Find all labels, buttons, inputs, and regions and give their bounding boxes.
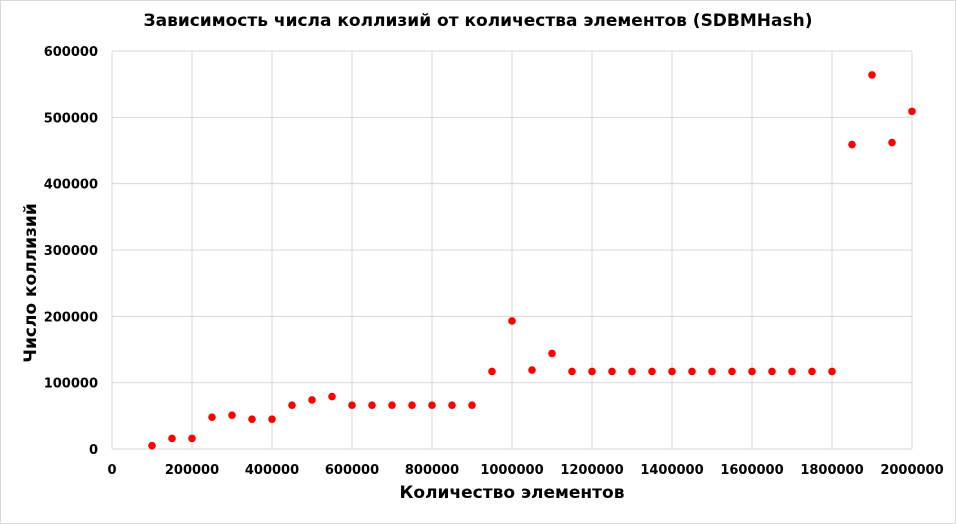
data-point: [548, 349, 556, 358]
data-point: [388, 401, 396, 410]
data-point: [688, 367, 696, 376]
y-tick-label: 600000: [44, 45, 98, 60]
data-point: [288, 401, 296, 410]
data-point: [428, 401, 436, 410]
data-point: [168, 434, 176, 443]
x-tick-label: 1800000: [800, 463, 863, 478]
y-tick-label: 500000: [44, 111, 98, 126]
y-tick-label: 0: [89, 443, 98, 458]
data-point: [228, 411, 236, 419]
x-axis-label: Количество элементов: [399, 483, 625, 503]
data-point: [608, 367, 616, 376]
x-tick-label: 2000000: [880, 463, 943, 478]
data-point: [568, 367, 576, 376]
data-point: [768, 367, 776, 376]
data-point: [868, 71, 876, 79]
data-point: [528, 366, 536, 374]
data-point: [888, 138, 896, 147]
y-tick-label: 100000: [44, 377, 98, 392]
data-point: [188, 434, 196, 443]
x-tick-label: 1600000: [720, 463, 783, 478]
data-point: [408, 401, 416, 410]
data-point: [648, 367, 656, 376]
x-tick-label: 1000000: [480, 463, 543, 478]
chart-title: Зависимость числа коллизий от количества…: [143, 11, 813, 31]
data-point: [788, 367, 796, 376]
data-point: [268, 415, 276, 423]
data-point: [828, 367, 836, 376]
x-tick-label: 800000: [405, 463, 459, 478]
data-point: [908, 107, 916, 116]
data-point: [148, 441, 156, 450]
x-tick-label: 200000: [165, 463, 219, 478]
y-tick-label: 400000: [44, 178, 98, 193]
data-point: [708, 367, 716, 376]
data-point: [348, 401, 356, 410]
data-point: [468, 401, 476, 410]
data-point: [448, 401, 456, 410]
data-point: [848, 140, 856, 149]
data-point: [248, 415, 256, 423]
data-point: [208, 413, 216, 421]
data-point: [748, 367, 756, 376]
data-point: [668, 367, 676, 376]
x-tick-label: 1200000: [560, 463, 623, 478]
data-point: [368, 401, 376, 410]
y-tick-label: 200000: [44, 310, 98, 325]
data-point: [728, 367, 736, 376]
x-tick-label: 600000: [325, 463, 379, 478]
data-point: [308, 396, 316, 404]
data-point: [808, 367, 816, 376]
x-tick-label: 400000: [245, 463, 299, 478]
y-tick-label: 300000: [44, 244, 98, 259]
x-tick-label: 1400000: [640, 463, 703, 478]
data-point: [628, 367, 636, 376]
data-point: [508, 317, 516, 325]
data-point: [588, 367, 596, 376]
data-point: [488, 367, 496, 376]
data-point: [328, 392, 336, 401]
x-tick-label: 0: [107, 463, 116, 478]
